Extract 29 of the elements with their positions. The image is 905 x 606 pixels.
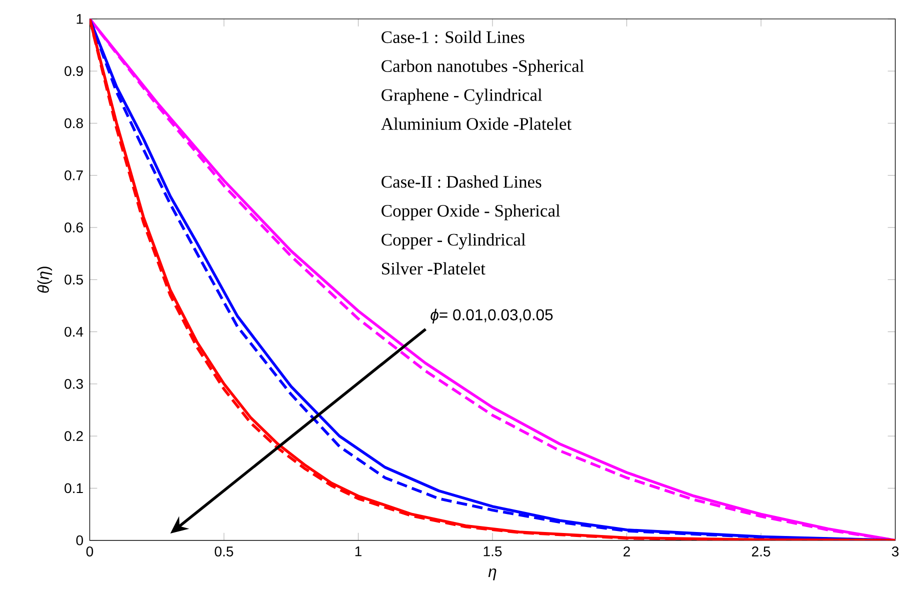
y-tick-label: 0.5 [64, 274, 83, 285]
x-axis-title: η [488, 568, 496, 580]
annotation: Silver -Platelet [382, 262, 486, 275]
y-tick-label: 1 [76, 14, 83, 24]
annotation: Case-1 : Soild Lines [382, 30, 524, 44]
y-tick-label: 0.3 [64, 378, 83, 389]
y-tick-label: 0.8 [64, 118, 83, 128]
x-tick-label: 2 [624, 546, 630, 556]
x-tick-label: 2.5 [752, 546, 770, 556]
annotation: Copper - Cylindrical [382, 233, 526, 250]
annotation: Carbon nanotubes -Spherical [382, 60, 584, 76]
x-tick-label: 0.5 [214, 546, 234, 556]
y-tick-label: 0.9 [64, 66, 83, 76]
annotation: Copper Oxide - Spherical [382, 204, 560, 220]
y-tick-label: 0.6 [64, 222, 83, 232]
y-tick-label: 0.1 [64, 483, 83, 494]
y-tick-label: 0.4 [64, 326, 84, 337]
x-tick-label: 1 [355, 546, 362, 556]
y-tick-label: 0.7 [64, 170, 83, 180]
y-axis-title: θ(η) [37, 266, 52, 293]
y-tick-label: 0.2 [64, 431, 83, 441]
annotation: Graphene - Cylindrical [382, 88, 542, 105]
annotation: Aluminium Oxide -Platelet [381, 117, 572, 130]
x-tick-label: 1.5 [484, 546, 502, 556]
annotation: ϕ= 0.01,0.03,0.05 [430, 308, 553, 324]
annotation: Case-II : Dashed Lines [382, 175, 542, 188]
y-tick-label: 0 [76, 535, 83, 546]
x-tick-label: 0 [86, 546, 94, 556]
x-tick-label: 3 [892, 546, 899, 556]
